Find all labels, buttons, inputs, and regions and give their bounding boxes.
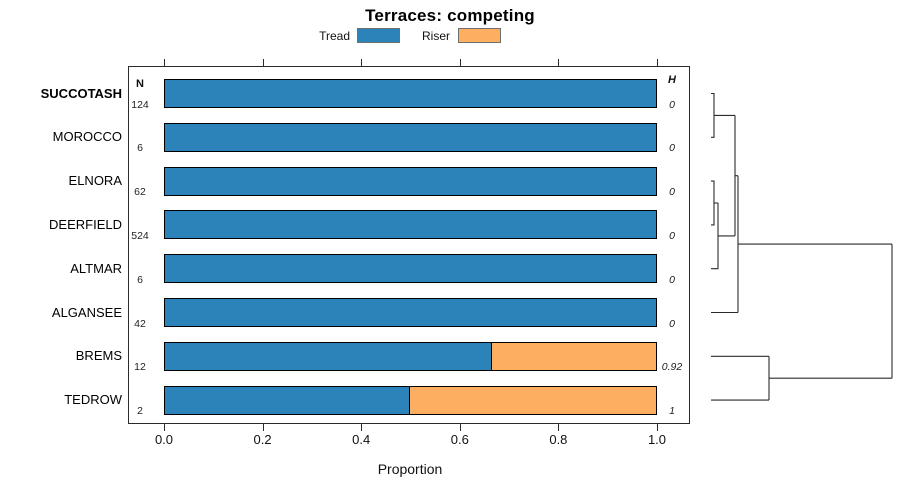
series-label: ALGANSEE <box>51 304 122 320</box>
stacked-bar <box>164 298 657 327</box>
h-value: 1 <box>669 405 675 418</box>
h-value: 0 <box>669 142 675 155</box>
series-label: ELNORA <box>68 173 122 189</box>
legend-swatch-riser <box>458 28 501 43</box>
x-axis-tick-bottom <box>361 424 363 431</box>
bar-segment-tread <box>164 122 657 152</box>
x-axis-tick-top <box>558 59 560 66</box>
series-label: BREMS <box>75 348 122 364</box>
stacked-bar <box>164 210 657 240</box>
x-axis-tick-label: 0.6 <box>450 432 469 447</box>
x-axis-tick-label: 0.2 <box>253 432 272 447</box>
n-value: 62 <box>134 186 146 199</box>
n-value: 6 <box>137 142 143 155</box>
x-axis-tick-bottom <box>558 424 560 431</box>
stacked-bar <box>164 166 657 196</box>
x-axis-tick-label: 1.0 <box>647 432 667 447</box>
h-value: 0 <box>669 98 675 111</box>
bar-segment-tread <box>164 210 657 240</box>
x-axis-tick-bottom <box>164 424 165 431</box>
n-value: 6 <box>137 273 143 286</box>
legend-swatch-tread <box>357 28 400 43</box>
h-value: 0 <box>669 229 675 242</box>
x-axis-tick-top <box>459 59 461 66</box>
x-axis-tick-label: 0.0 <box>154 432 174 447</box>
x-axis-tick-bottom <box>657 424 658 431</box>
n-value: 42 <box>134 317 146 330</box>
series-label: TEDROW <box>64 392 122 408</box>
plot-panel-border <box>128 66 690 424</box>
x-axis-tick-label: 0.8 <box>549 432 568 447</box>
stacked-bar <box>164 79 657 108</box>
h-value: 0.92 <box>661 361 683 374</box>
h-value: 0 <box>669 273 675 286</box>
stacked-bar <box>164 385 657 415</box>
x-axis-tick-top <box>361 59 363 66</box>
stacked-bar <box>164 341 657 371</box>
x-axis-tick-top <box>262 59 264 66</box>
stacked-bar <box>164 122 657 152</box>
stacked-bar <box>164 254 657 284</box>
dendrogram-segment <box>711 180 715 226</box>
dendrogram-segment <box>711 92 715 138</box>
x-axis-tick-top <box>657 59 658 66</box>
n-value: 12 <box>134 361 146 374</box>
x-axis-tick-bottom <box>459 424 461 431</box>
dendrogram-segment <box>711 203 719 270</box>
series-label: DEERFIELD <box>49 216 122 232</box>
bar-segment-tread <box>164 385 411 415</box>
x-axis-tick-bottom <box>262 424 264 431</box>
series-label: SUCCOTASH <box>40 85 122 101</box>
bar-segment-riser <box>491 341 657 371</box>
n-column-header: N <box>136 78 144 90</box>
dendrogram <box>711 92 893 401</box>
x-axis-title: Proportion <box>377 461 443 477</box>
bar-segment-tread <box>164 298 657 327</box>
h-value: 0 <box>669 186 675 199</box>
h-value: 0 <box>669 317 675 330</box>
n-value: 2 <box>137 405 143 418</box>
bar-segment-tread <box>164 341 493 371</box>
series-label: ALTMAR <box>70 260 122 276</box>
legend-label-riser: Riser <box>421 29 450 43</box>
h-column-header: H <box>668 74 676 86</box>
chart-title: Terraces: competing <box>365 6 535 25</box>
legend-label-tread: Tread <box>319 29 350 43</box>
n-value: 524 <box>131 229 149 242</box>
n-value: 124 <box>131 98 149 111</box>
bar-segment-tread <box>164 79 657 108</box>
series-label: MOROCCO <box>52 129 122 145</box>
bar-segment-tread <box>164 254 657 284</box>
x-axis-tick-top <box>164 59 165 66</box>
bar-segment-riser <box>408 385 657 415</box>
bar-segment-tread <box>164 166 657 196</box>
x-axis-tick-label: 0.4 <box>352 432 371 447</box>
